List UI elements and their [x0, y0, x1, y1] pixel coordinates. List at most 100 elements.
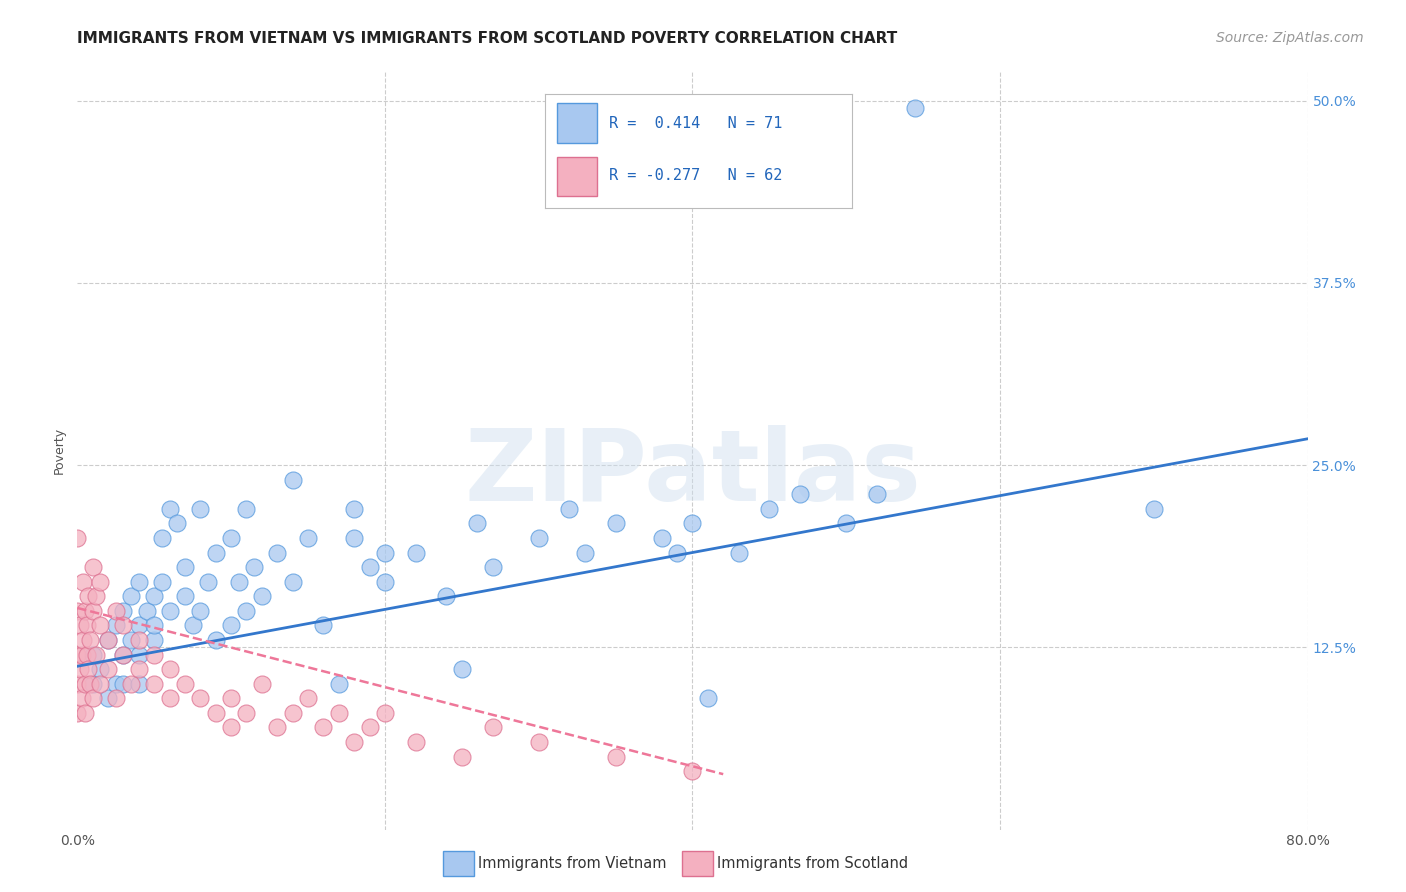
Point	[159, 604, 181, 618]
Point	[250, 589, 273, 603]
Point	[527, 531, 550, 545]
Point	[235, 706, 257, 720]
Point	[266, 721, 288, 735]
Point	[181, 618, 204, 632]
Point	[82, 691, 104, 706]
Point	[89, 662, 111, 676]
Point	[128, 677, 150, 691]
Point	[120, 677, 142, 691]
Point	[82, 560, 104, 574]
Point	[281, 574, 304, 589]
Point	[527, 735, 550, 749]
Point	[76, 648, 98, 662]
Point	[204, 633, 226, 648]
Point	[866, 487, 889, 501]
Point	[84, 648, 107, 662]
Point	[159, 501, 181, 516]
Point	[143, 618, 166, 632]
Point	[112, 648, 135, 662]
Point	[120, 589, 142, 603]
Point	[120, 633, 142, 648]
Point	[66, 677, 89, 691]
Point	[69, 618, 91, 632]
Point	[72, 633, 94, 648]
Point	[143, 677, 166, 691]
Point	[79, 677, 101, 691]
Point	[159, 691, 181, 706]
Point	[66, 648, 89, 662]
Point	[112, 618, 135, 632]
Point	[235, 501, 257, 516]
Point	[219, 691, 242, 706]
Point	[70, 691, 93, 706]
Point	[174, 589, 197, 603]
Point	[204, 706, 226, 720]
Point	[1143, 501, 1166, 516]
Point	[69, 662, 91, 676]
Point	[450, 749, 472, 764]
Point	[128, 574, 150, 589]
Point	[228, 574, 250, 589]
Point	[188, 604, 212, 618]
Point	[266, 545, 288, 559]
Point	[89, 618, 111, 632]
Point	[104, 604, 127, 618]
Point	[297, 531, 319, 545]
Point	[696, 691, 718, 706]
Point	[436, 589, 458, 603]
Point	[166, 516, 188, 531]
Point	[82, 604, 104, 618]
Point	[281, 706, 304, 720]
Point	[605, 749, 627, 764]
Point	[150, 574, 173, 589]
Point	[297, 691, 319, 706]
Text: Immigrants from Scotland: Immigrants from Scotland	[717, 856, 908, 871]
Point	[143, 633, 166, 648]
Point	[97, 662, 120, 676]
Point	[312, 618, 335, 632]
Point	[219, 721, 242, 735]
Point	[374, 545, 396, 559]
Point	[72, 574, 94, 589]
Point	[359, 721, 381, 735]
Point	[97, 633, 120, 648]
Point	[219, 618, 242, 632]
Point	[128, 662, 150, 676]
Point	[76, 618, 98, 632]
Point	[97, 691, 120, 706]
Point	[666, 545, 689, 559]
Point	[150, 531, 173, 545]
Point	[73, 604, 96, 618]
Point	[77, 589, 100, 603]
Point	[66, 604, 89, 618]
Point	[188, 501, 212, 516]
Point	[104, 677, 127, 691]
Point	[605, 516, 627, 531]
Point	[73, 706, 96, 720]
Point	[727, 545, 749, 559]
Point	[197, 574, 219, 589]
Point	[135, 604, 157, 618]
Point	[328, 677, 350, 691]
Point	[159, 662, 181, 676]
Point	[359, 560, 381, 574]
Point	[79, 633, 101, 648]
Point	[904, 101, 927, 115]
Point	[243, 560, 266, 574]
Point	[143, 589, 166, 603]
Point	[70, 648, 93, 662]
Point	[374, 706, 396, 720]
Point	[558, 501, 581, 516]
Y-axis label: Poverty: Poverty	[53, 427, 66, 474]
Point	[97, 633, 120, 648]
Point	[82, 648, 104, 662]
Point	[574, 545, 596, 559]
Point	[651, 531, 673, 545]
Point	[128, 633, 150, 648]
Point	[82, 677, 104, 691]
Point	[143, 648, 166, 662]
Point	[481, 560, 503, 574]
Point	[188, 691, 212, 706]
Point	[789, 487, 811, 501]
Point	[89, 677, 111, 691]
